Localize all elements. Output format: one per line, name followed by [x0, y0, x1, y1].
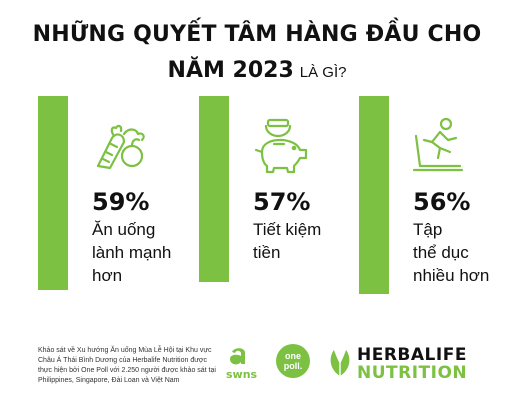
stat-label-exercise: Tập thể dục nhiều hơn: [413, 218, 489, 287]
stat-label-line: hơn: [92, 266, 123, 285]
stat-percent-exercise: 56%: [413, 188, 471, 216]
title-year: NĂM 2023: [167, 58, 294, 83]
stat-percent-saving-money: 57%: [253, 188, 311, 216]
vegetables-icon: [92, 122, 148, 176]
brand-tagline: NUTRITION: [357, 363, 468, 383]
page-title: NHỮNG QUYẾT TÂM HÀNG ĐẦU CHO: [32, 22, 482, 47]
page-subtitle: NĂM 2023 LÀ GÌ?: [0, 58, 514, 83]
stat-bar-exercise: [359, 96, 389, 294]
stat-label-line: Tiết kiệm: [253, 220, 322, 239]
stat-label-saving-money: Tiết kiệm tiền: [253, 218, 321, 264]
stat-label-healthy-eating: Ăn uống lành mạnh hơn: [92, 218, 171, 287]
stat-label-line: tiền: [253, 243, 281, 262]
herbalife-leaf-icon: [326, 346, 354, 383]
stat-bar-healthy-eating: [38, 96, 68, 290]
onepoll-line: poll.: [283, 361, 303, 371]
onepoll-logo: one poll.: [276, 344, 310, 378]
treadmill-icon: [410, 116, 466, 174]
stat-bar-saving-money: [199, 96, 229, 282]
swns-logo-icon: [228, 346, 250, 371]
piggy-bank-icon: [250, 116, 310, 174]
stat-percent-healthy-eating: 59%: [92, 188, 150, 216]
stat-label-line: thể dục: [413, 243, 469, 262]
swns-logo-text: swns: [226, 368, 258, 381]
stat-label-line: nhiều hơn: [413, 266, 490, 285]
stat-label-line: Tập: [413, 220, 443, 239]
title-question: LÀ GÌ?: [299, 64, 347, 81]
onepoll-line: one: [284, 351, 301, 361]
stat-label-line: Ăn uống: [92, 220, 156, 239]
survey-footnote: Khảo sát về Xu hướng Ăn uống Mùa Lễ Hội …: [38, 347, 216, 384]
brand-name: HERBALIFE: [357, 345, 467, 365]
stat-label-line: lành mạnh: [92, 243, 172, 262]
